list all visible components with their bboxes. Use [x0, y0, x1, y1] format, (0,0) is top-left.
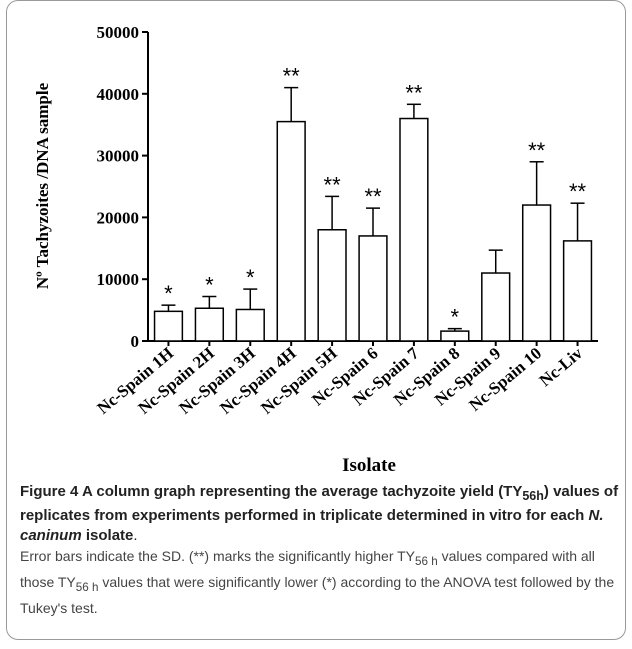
bar: [194, 307, 225, 342]
subscript: 56 h: [415, 554, 438, 568]
bar: [153, 310, 184, 342]
caption: Figure 4 A column graph representing the…: [20, 482, 620, 618]
significance-label: **: [569, 179, 587, 204]
subscript: 56h: [522, 489, 544, 503]
chart: Nº Tachyzoites /DNA sample Isolate 0 1000…: [33, 23, 598, 475]
y-tick-label: 50000: [97, 23, 140, 42]
caption-text: values that were significantly lower (*)…: [20, 573, 615, 616]
bar: [399, 117, 429, 342]
caption-text: Error bars indicate the SD. (**) marks t…: [20, 548, 416, 564]
y-tick-label: 40000: [97, 85, 140, 104]
subscript: 56 h: [75, 580, 99, 594]
species: N. caninum: [20, 507, 604, 544]
significance-label: *: [246, 265, 255, 290]
bar: [562, 240, 593, 342]
caption-body: Error bars indicate the SD. (**) marks t…: [20, 546, 620, 618]
bar: [481, 272, 511, 342]
y-tick-label: 20000: [97, 208, 140, 227]
bar: [440, 330, 470, 342]
caption-text: .: [133, 527, 138, 544]
y-axis-title: Nº Tachyzoites /DNA sample: [33, 82, 52, 289]
bar: [317, 229, 347, 342]
significance-label: **: [283, 64, 301, 89]
caption-text: values compared with all those TY: [20, 548, 595, 590]
y-tick-label: 30000: [97, 147, 140, 166]
significance-label: *: [451, 305, 460, 330]
x-axis-title: Isolate: [342, 455, 396, 475]
caption-title: Figure 4 A column graph representing the…: [20, 482, 620, 546]
x-tick-label: Nc-Liv: [536, 343, 587, 390]
bar: [276, 120, 306, 342]
y-tick-label: 0: [131, 332, 140, 351]
bar: [235, 308, 265, 342]
figure-frame: [6, 0, 626, 640]
significance-label: *: [205, 273, 214, 298]
significance-label: **: [324, 172, 342, 197]
y-tick-label: 10000: [97, 270, 140, 289]
caption-text: isolate: [81, 527, 134, 544]
figure-label: Figure 4: [20, 483, 79, 500]
bar: [521, 204, 552, 342]
bar: [358, 235, 388, 342]
significance-label: **: [364, 184, 382, 209]
caption-text: ) values of replicates from experiments …: [20, 483, 619, 524]
significance-label: **: [528, 138, 546, 163]
caption-text: A column graph representing the average …: [78, 483, 523, 500]
significance-label: **: [405, 80, 423, 105]
significance-label: *: [164, 281, 173, 306]
